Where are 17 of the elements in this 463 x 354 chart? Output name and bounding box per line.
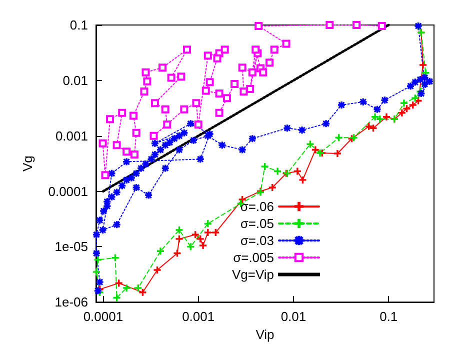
y-tick-label: 1e-06 bbox=[54, 294, 88, 310]
legend-label: σ=.005 bbox=[233, 250, 274, 265]
y-tick-label: 1e-05 bbox=[54, 239, 88, 254]
x-tick-label: 0.01 bbox=[280, 309, 306, 324]
legend-label: Vg=Vip bbox=[232, 267, 274, 282]
x-tick-label: 0.0001 bbox=[83, 309, 124, 324]
legend-label: σ=.03 bbox=[240, 233, 274, 248]
y-tick-label: 0.0001 bbox=[48, 184, 88, 199]
x-tick-label: 0.1 bbox=[380, 309, 398, 324]
y-axis-title: Vg bbox=[20, 156, 35, 172]
y-tick-label: 0.1 bbox=[70, 18, 88, 32]
legend-label: σ=.05 bbox=[240, 216, 274, 231]
x-axis-title: Vip bbox=[256, 327, 274, 342]
legend-label: σ=.06 bbox=[240, 199, 274, 214]
x-tick-label: 0.001 bbox=[182, 309, 215, 324]
y-tick-label: 0.001 bbox=[55, 128, 88, 144]
y-tick-label: 0.01 bbox=[62, 72, 88, 88]
